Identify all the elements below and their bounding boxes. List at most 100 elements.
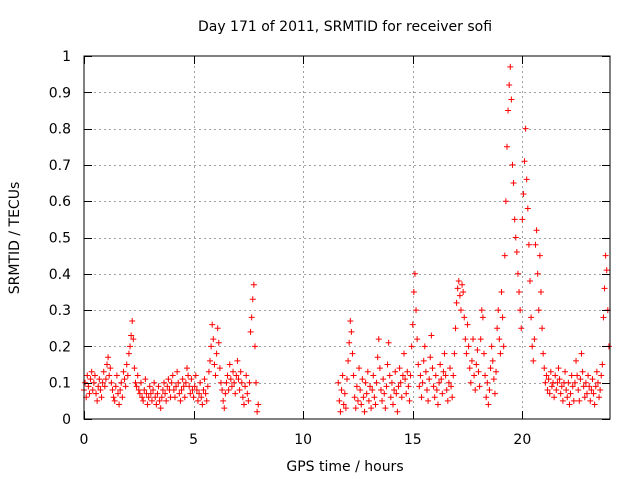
data-point [477,336,484,343]
data-point [455,278,462,285]
data-point [188,376,195,383]
data-point [508,96,515,103]
x-tick-labels: 0 5 10 15 20 [80,432,532,448]
data-point [217,379,224,386]
data-point [372,401,379,408]
data-point [582,379,589,386]
data-point [417,372,424,379]
data-point [392,368,399,375]
data-point [471,372,478,379]
data-point [368,405,375,412]
data-point [598,372,605,379]
data-point [202,390,209,397]
data-point [113,372,120,379]
data-point [453,299,460,306]
data-point [94,397,101,404]
data-point [353,383,360,390]
data-point [387,394,394,401]
data-point [379,397,386,404]
data-point [176,390,183,397]
data-point [153,401,160,408]
data-point [240,401,247,408]
data-point [588,386,595,393]
data-point [109,386,116,393]
data-point [601,285,608,292]
data-point [342,405,349,412]
data-point [171,394,178,401]
data-point [114,390,121,397]
data-point [111,397,118,404]
data-point [145,394,152,401]
data-point [468,357,475,364]
data-point [158,394,165,401]
data-point [454,285,461,292]
data-point [173,383,180,390]
data-point [164,383,171,390]
data-point [122,383,129,390]
data-point [221,405,228,412]
data-point [447,365,454,372]
data-point [452,325,459,332]
data-point [140,397,147,404]
data-point [602,252,609,259]
data-point [219,386,226,393]
data-point [364,368,371,375]
x-tick-label: 5 [189,432,198,448]
data-point [592,383,599,390]
data-point [142,376,149,383]
data-point [245,397,252,404]
data-point [137,379,144,386]
data-point [433,386,440,393]
data-point [373,379,380,386]
data-point [577,376,584,383]
data-point [235,376,242,383]
data-point [544,386,551,393]
data-point [341,390,348,397]
data-point [556,376,563,383]
data-point [542,379,549,386]
data-point [242,383,249,390]
data-point [227,376,234,383]
data-point [473,361,480,368]
data-point [215,339,222,346]
data-point [418,394,425,401]
data-point [89,386,96,393]
data-point [553,386,560,393]
data-point [250,281,257,288]
data-point [483,394,490,401]
data-point [376,365,383,372]
data-point [117,386,124,393]
data-point [182,379,189,386]
y-tick-label: 0 [62,412,71,428]
data-point [209,321,216,328]
data-point [365,397,372,404]
data-point [132,379,139,386]
data-point [479,314,486,321]
data-point [212,372,219,379]
data-point [127,343,134,350]
data-point [360,394,367,401]
data-point [129,317,136,324]
data-point [440,368,447,375]
data-point [419,379,426,386]
data-point [552,372,559,379]
data-point [451,350,458,357]
data-point [566,401,573,408]
data-point [407,372,414,379]
data-point [363,390,370,397]
data-points [81,63,612,415]
data-point [470,336,477,343]
chart-title: Day 171 of 2011, SRMTID for receiver sof… [198,19,492,35]
data-point [506,82,513,89]
plot-frame [83,55,611,420]
data-point [524,205,531,212]
data-point [110,394,117,401]
data-point [523,176,530,183]
data-point [597,386,604,393]
data-point [186,383,193,390]
data-point [505,107,512,114]
data-point [128,332,135,339]
data-point [243,372,250,379]
data-point [347,317,354,324]
data-point [190,394,197,401]
